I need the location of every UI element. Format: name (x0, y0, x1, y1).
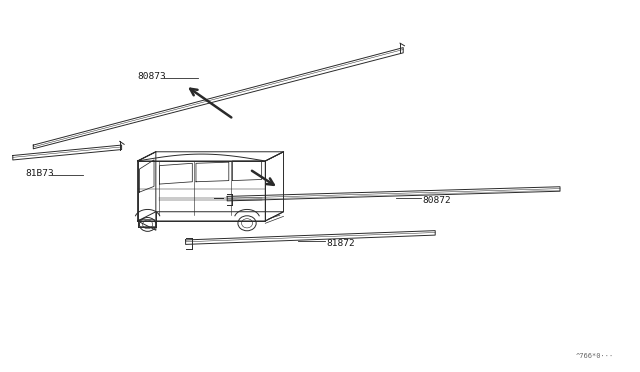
Text: ^766*0···: ^766*0··· (576, 353, 614, 359)
Text: 80872: 80872 (422, 196, 451, 205)
Text: 81872: 81872 (326, 239, 355, 248)
Text: 80873: 80873 (138, 72, 166, 81)
Text: 81B73: 81B73 (26, 169, 54, 178)
